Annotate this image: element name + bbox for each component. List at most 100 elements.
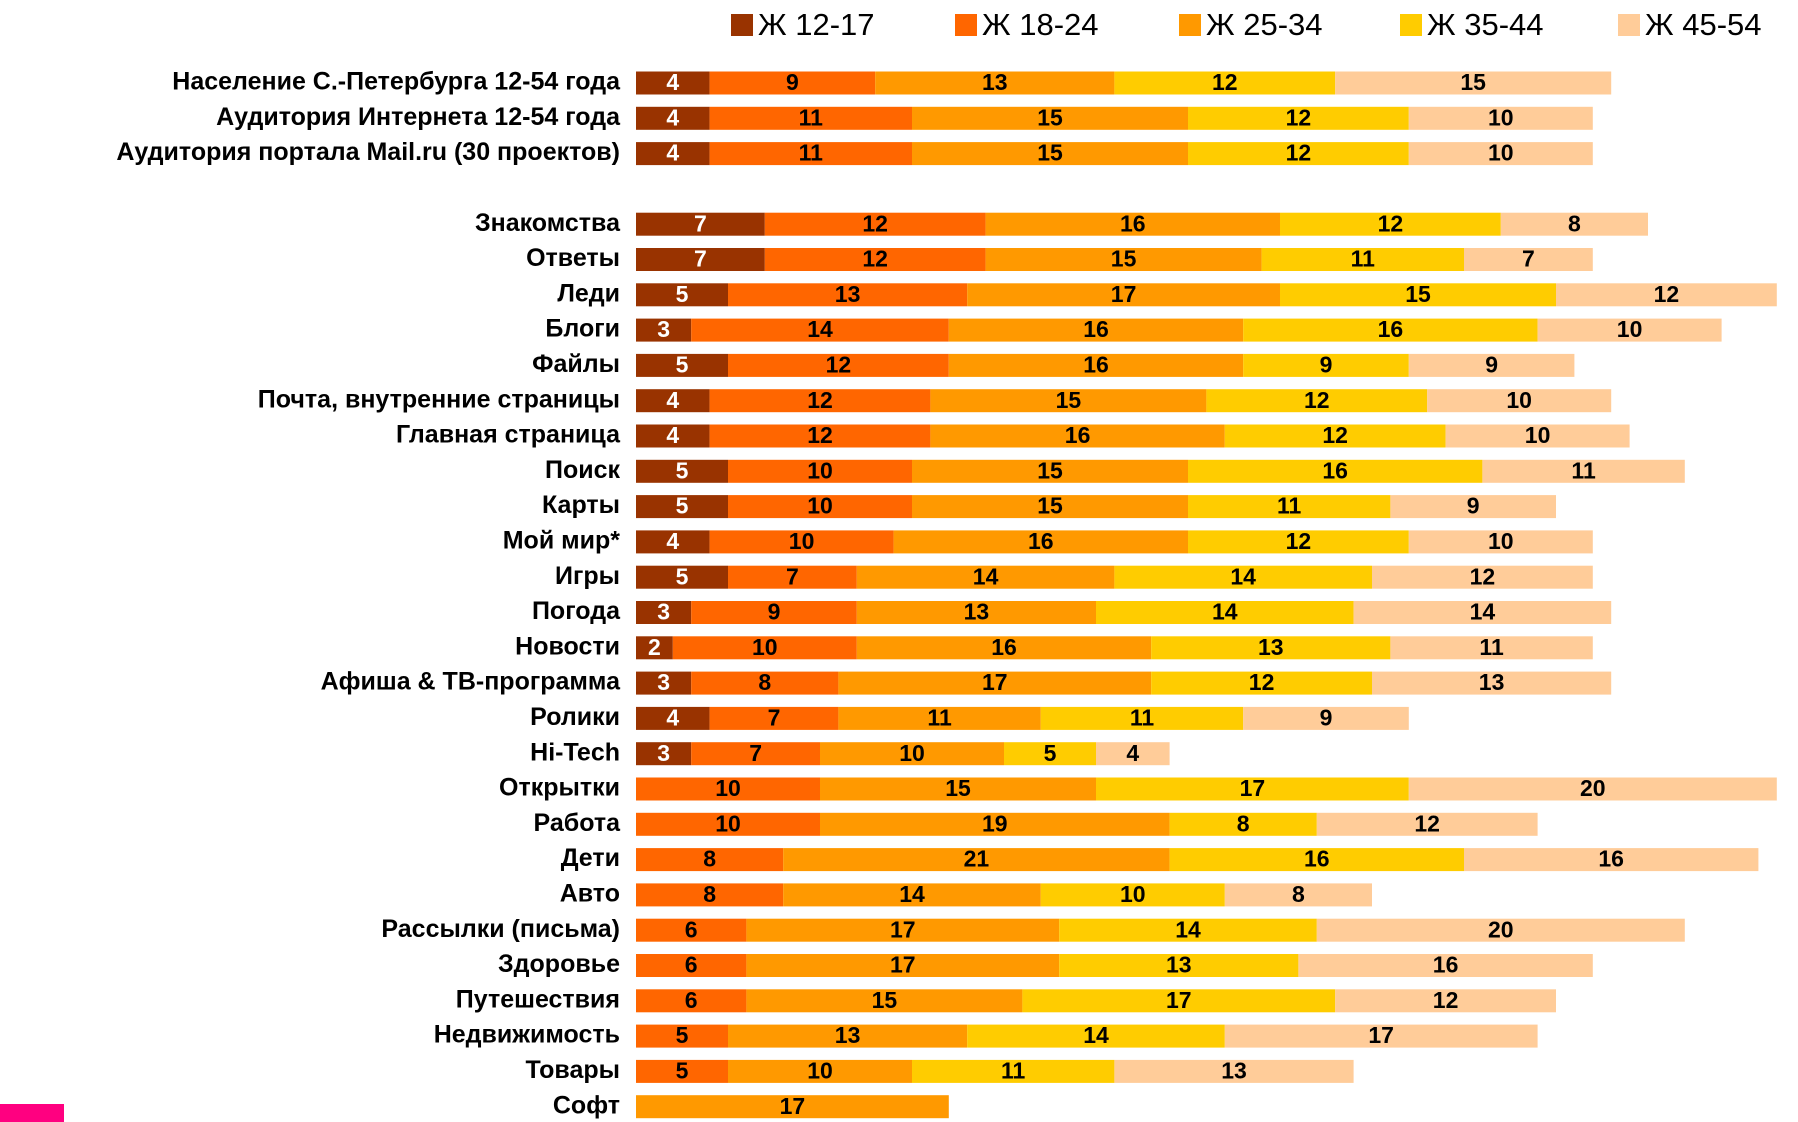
data-label: 12	[1212, 69, 1238, 95]
category-label: Софт	[553, 1091, 620, 1119]
bar-segment	[912, 106, 1188, 130]
bar-segment	[930, 389, 1207, 413]
data-label: 14	[1212, 599, 1238, 625]
bar-segment	[636, 954, 747, 977]
data-label: 13	[1479, 669, 1505, 695]
data-label: 12	[1286, 140, 1312, 166]
data-label: 10	[1525, 422, 1551, 448]
bar-segment	[1500, 212, 1648, 236]
data-label: 17	[1166, 987, 1192, 1013]
data-label: 11	[1351, 246, 1376, 272]
bar-segment	[783, 883, 1041, 907]
data-label: 8	[1292, 881, 1305, 907]
data-label: 10	[1488, 104, 1514, 130]
bar-segment	[636, 495, 728, 519]
data-label: 14	[1083, 1022, 1109, 1048]
bar-segment	[1188, 495, 1391, 519]
bar-segment	[636, 918, 747, 942]
bar-segment	[1151, 671, 1372, 695]
data-label: 9	[1485, 351, 1498, 377]
bar-segment	[636, 848, 784, 872]
bar-segment	[1280, 212, 1501, 236]
data-label: 12	[1433, 987, 1459, 1013]
bar-segment	[1022, 989, 1336, 1013]
bar-segment	[1059, 954, 1299, 977]
data-label: 16	[1304, 846, 1330, 872]
data-label: 12	[862, 210, 888, 236]
data-label: 16	[991, 634, 1017, 660]
data-label: 21	[964, 846, 990, 872]
bar-segment	[1206, 389, 1428, 413]
data-label: 10	[1120, 881, 1146, 907]
data-label: 3	[657, 316, 670, 342]
data-label: 2	[648, 634, 661, 660]
bar-segment	[1224, 1024, 1538, 1048]
bar-segment	[820, 777, 1096, 801]
data-label: 17	[890, 952, 916, 978]
data-label: 9	[1320, 704, 1333, 730]
bar-segment	[820, 742, 1004, 766]
category-label: Аудитория портала Mail.ru (30 проектов)	[116, 138, 620, 166]
data-label: 11	[927, 704, 952, 730]
data-label: 12	[807, 387, 833, 413]
data-label: 12	[1322, 422, 1348, 448]
bar-segment	[636, 742, 692, 766]
bar-segment	[728, 353, 949, 377]
data-label: 17	[780, 1093, 806, 1119]
category-label: Ролики	[530, 703, 620, 731]
bar-segment	[636, 671, 692, 695]
data-label: 11	[1130, 704, 1155, 730]
data-label: 12	[1304, 387, 1330, 413]
data-label: 7	[694, 246, 707, 272]
bar-segment	[728, 565, 857, 589]
bar-segment	[1390, 495, 1556, 519]
bar-segment	[1408, 777, 1777, 801]
bar-segment	[636, 248, 765, 271]
bar-segment	[893, 530, 1188, 554]
data-label: 5	[676, 493, 689, 519]
bar-segment	[709, 106, 912, 130]
data-label: 9	[768, 599, 781, 625]
data-label: 14	[899, 881, 925, 907]
data-label: 12	[1378, 210, 1404, 236]
bar-segment	[1243, 706, 1409, 730]
data-label: 13	[982, 69, 1008, 95]
bar-segment	[636, 283, 728, 307]
category-label: Блоги	[545, 315, 620, 343]
bar-segment	[1372, 565, 1593, 589]
data-label: 15	[1037, 140, 1063, 166]
data-label: 14	[1230, 563, 1256, 589]
data-label: 4	[666, 69, 679, 95]
data-label: 15	[1037, 493, 1063, 519]
category-label: Мой мир*	[503, 527, 621, 555]
category-label: Новости	[515, 632, 620, 660]
data-label: 10	[789, 528, 815, 554]
data-label: 16	[1083, 316, 1109, 342]
data-label: 8	[703, 881, 716, 907]
bar-segment	[636, 601, 692, 624]
data-label: 5	[1044, 740, 1057, 766]
legend-label: Ж 45-54	[1645, 7, 1762, 42]
bar-segment	[838, 671, 1152, 695]
data-label: 4	[1126, 740, 1139, 766]
bar-segment	[930, 424, 1225, 448]
bar-segment	[1408, 530, 1593, 554]
category-label: Поиск	[545, 456, 621, 484]
bar-segment	[1004, 742, 1096, 766]
bar-segment	[1114, 71, 1336, 95]
category-label: Леди	[557, 279, 620, 307]
data-label: 12	[1654, 281, 1680, 307]
data-label: 12	[807, 422, 833, 448]
data-label: 16	[1598, 846, 1624, 872]
data-label: 12	[1286, 104, 1312, 130]
bar-segment	[1482, 459, 1685, 483]
data-label: 4	[666, 422, 679, 448]
bar-segment	[1298, 954, 1593, 977]
bar-segment	[636, 71, 710, 95]
data-label: 15	[1460, 69, 1486, 95]
data-label: 7	[786, 563, 799, 589]
category-label: Дети	[561, 844, 620, 872]
data-label: 14	[807, 316, 833, 342]
bar-segment	[1537, 318, 1722, 342]
bar-segment	[1445, 424, 1630, 448]
